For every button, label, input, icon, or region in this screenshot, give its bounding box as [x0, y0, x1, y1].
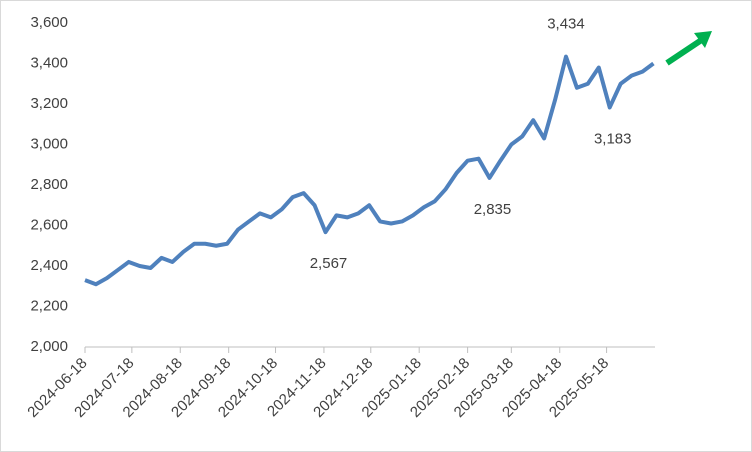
- trend-arrow: [665, 31, 712, 66]
- annotation: 2,835: [474, 201, 512, 218]
- y-tick-label: 2,600: [30, 216, 68, 233]
- y-tick-label: 2,000: [30, 338, 68, 355]
- annotation: 3,434: [547, 16, 585, 33]
- annotation: 2,567: [310, 255, 348, 272]
- y-tick-label: 3,200: [30, 95, 68, 112]
- y-tick-label: 3,600: [30, 14, 68, 31]
- y-tick-label: 3,400: [30, 54, 68, 71]
- y-tick-label: 2,200: [30, 297, 68, 314]
- y-tick-label: 2,800: [30, 176, 68, 193]
- y-tick-label: 2,400: [30, 257, 68, 274]
- y-tick-label: 3,000: [30, 135, 68, 152]
- line-series: [84, 54, 655, 287]
- annotation: 3,183: [594, 130, 632, 147]
